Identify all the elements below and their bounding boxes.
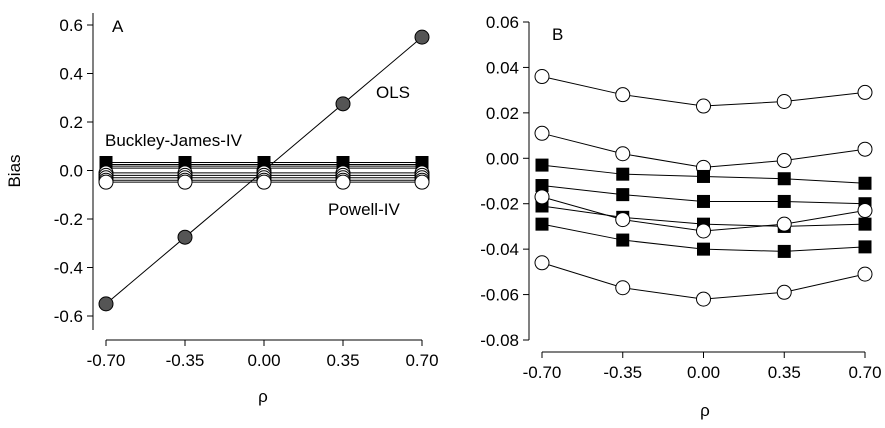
circle-marker xyxy=(534,125,550,141)
circle-marker xyxy=(696,291,711,307)
circle-marker xyxy=(177,174,193,190)
panel-b-y-tick-label: 0.00 xyxy=(486,149,519,168)
square-marker xyxy=(616,233,630,247)
panel-a-x-tick-label: 0.70 xyxy=(405,351,438,370)
circle-marker xyxy=(776,216,792,232)
circle-marker xyxy=(857,203,873,219)
panel-b-y-tick-label: -0.04 xyxy=(480,240,519,259)
panel-a-y-tick-label: -0.4 xyxy=(54,259,83,278)
panel-a-series xyxy=(98,29,430,312)
square-marker xyxy=(858,240,872,254)
panel-a-y-tick-label: 0.0 xyxy=(59,162,83,181)
square-marker xyxy=(616,167,630,181)
circle-marker xyxy=(857,266,873,282)
circle-marker xyxy=(615,87,631,103)
panel-a-x-tick-label: 0.00 xyxy=(247,351,280,370)
panel-b-x-tick-label: -0.70 xyxy=(523,363,562,382)
panel-b-label: B xyxy=(552,25,563,44)
square-marker xyxy=(535,217,549,231)
circle-marker xyxy=(534,69,550,85)
square-marker xyxy=(777,172,791,186)
panel-a-y-tick-label: 0.4 xyxy=(59,65,83,84)
ols-point xyxy=(414,29,430,45)
circle-marker xyxy=(776,153,792,169)
circle-marker xyxy=(776,94,792,109)
panel-b-y-tick-label: -0.08 xyxy=(480,331,519,350)
panel-a-y-tick-label: 0.6 xyxy=(59,16,83,35)
circle-marker xyxy=(98,174,114,190)
panel-a-label: A xyxy=(112,17,124,36)
ols-point xyxy=(98,296,114,312)
circle-marker xyxy=(857,141,873,157)
square-marker xyxy=(535,158,549,172)
panel-b-x-tick-label: -0.35 xyxy=(603,363,642,382)
square-marker xyxy=(777,244,791,258)
circle-marker xyxy=(615,146,631,162)
square-marker xyxy=(697,194,710,208)
panel-a-y-tick-label: -0.6 xyxy=(54,307,83,326)
panel-a-x-ticks: -0.70 -0.35 0.00 0.35 0.70 xyxy=(87,340,439,370)
ols-annotation: OLS xyxy=(376,83,410,102)
panel-b: -0.08 -0.06 -0.04 -0.02 0.00 0.02 0.04 0.06 -0.… xyxy=(480,13,881,420)
panel-b-y-tick-label: 0.04 xyxy=(486,58,519,77)
panel-b-y-tick-label: 0.06 xyxy=(486,13,519,32)
square-marker xyxy=(616,188,630,202)
circle-marker xyxy=(857,84,873,100)
buckley-james-iv-annotation: Buckley-James-IV xyxy=(105,131,243,150)
circle-marker xyxy=(534,189,550,205)
panel-a-y-ticks: -0.6 -0.4 -0.2 0.0 0.2 0.4 0.6 xyxy=(54,16,93,326)
circle-marker xyxy=(534,255,550,271)
panel-a-y-axis-label: Bias xyxy=(5,154,24,187)
panel-b-x-tick-label: 0.00 xyxy=(687,363,720,382)
circle-marker xyxy=(776,284,792,300)
panel-b-y-ticks: -0.08 -0.06 -0.04 -0.02 0.00 0.02 0.04 0.06 xyxy=(480,13,529,350)
powell-iv-annotation: Powell-IV xyxy=(328,200,400,219)
panel-b-x-axis-label: ρ xyxy=(700,401,710,420)
circle-marker xyxy=(615,280,631,296)
panel-a-y-tick-label: -0.2 xyxy=(54,210,83,229)
panel-b-y-tick-label: -0.02 xyxy=(480,195,519,214)
ols-point xyxy=(177,229,193,245)
panel-a: -0.6 -0.4 -0.2 0.0 0.2 0.4 0.6 -0.70 -0.35 0.00 0… xyxy=(5,13,439,406)
square-marker xyxy=(777,194,791,208)
circle-marker xyxy=(414,174,430,190)
panel-a-x-tick-label: 0.35 xyxy=(326,351,359,370)
panel-b-y-tick-label: -0.06 xyxy=(480,286,519,305)
square-marker xyxy=(697,242,710,256)
panel-a-x-axis-label: ρ xyxy=(258,387,268,406)
panel-a-x-tick-label: -0.70 xyxy=(87,351,126,370)
circle-marker xyxy=(256,174,272,190)
circle-marker xyxy=(696,223,711,239)
panel-b-y-tick-label: 0.02 xyxy=(486,104,519,123)
panel-a-x-tick-label: -0.35 xyxy=(166,351,205,370)
panel-a-y-tick-label: 0.2 xyxy=(59,113,83,132)
panel-b-x-tick-label: 0.35 xyxy=(768,363,801,382)
ols-point xyxy=(335,96,351,112)
panel-b-series xyxy=(534,69,873,307)
circle-marker xyxy=(335,174,351,190)
circle-marker xyxy=(696,98,711,114)
square-marker xyxy=(858,176,872,190)
panel-b-x-ticks: -0.70 -0.35 0.00 0.35 0.70 xyxy=(523,352,882,382)
panel-b-x-tick-label: 0.70 xyxy=(848,363,881,382)
circle-marker xyxy=(615,212,631,228)
square-marker xyxy=(697,169,710,183)
square-marker xyxy=(858,217,872,231)
